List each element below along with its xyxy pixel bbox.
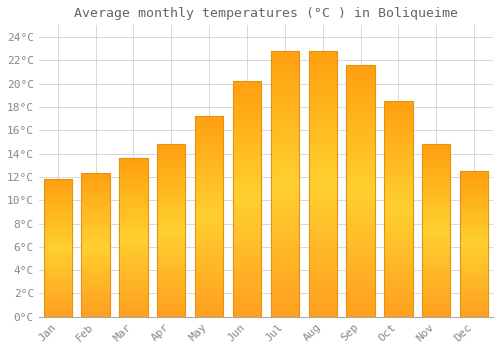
Bar <box>460 171 488 317</box>
Bar <box>157 144 186 317</box>
Bar <box>82 173 110 317</box>
Bar <box>270 51 299 317</box>
Bar <box>233 81 261 317</box>
Bar <box>195 116 224 317</box>
Bar <box>119 158 148 317</box>
Bar <box>308 51 337 317</box>
Title: Average monthly temperatures (°C ) in Boliqueime: Average monthly temperatures (°C ) in Bo… <box>74 7 458 20</box>
Bar <box>346 65 375 317</box>
Bar <box>422 144 450 317</box>
Bar <box>384 101 412 317</box>
Bar <box>44 179 72 317</box>
